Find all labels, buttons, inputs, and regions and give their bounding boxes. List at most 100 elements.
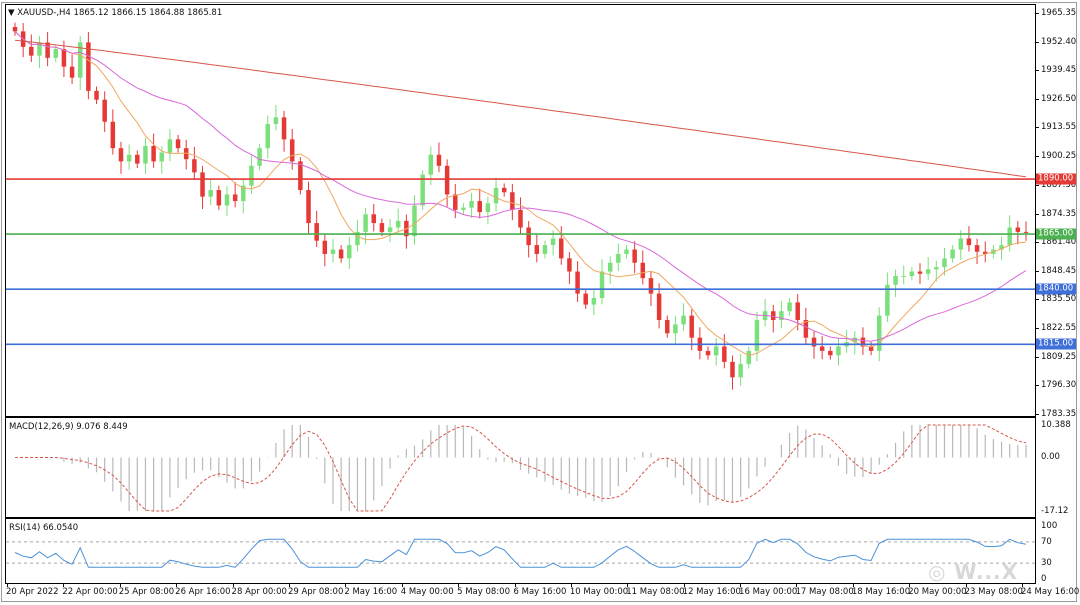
macd-axis-label: 10.388 bbox=[1041, 420, 1071, 430]
candle-body bbox=[94, 90, 99, 100]
candle-body bbox=[29, 46, 34, 56]
price-panel[interactable]: ▼ XAUUSD-,H4 1865.12 1866.15 1864.88 186… bbox=[5, 4, 1036, 417]
candle-body bbox=[322, 240, 328, 254]
time-axis-tick bbox=[7, 583, 8, 587]
candle-body bbox=[885, 284, 890, 316]
price-axis-tick bbox=[1036, 98, 1039, 100]
candle-body bbox=[232, 194, 238, 202]
price-axis-label: 1783.35 bbox=[1041, 409, 1077, 419]
candle-body bbox=[811, 337, 817, 347]
candle-body bbox=[1015, 227, 1021, 232]
time-axis-tick bbox=[909, 583, 911, 587]
candle-body bbox=[681, 315, 686, 325]
candle-body bbox=[876, 315, 882, 351]
candle-body bbox=[526, 227, 531, 246]
price-axis-tick bbox=[1036, 327, 1039, 329]
candle-body bbox=[102, 99, 107, 122]
price-axis-tick bbox=[1036, 127, 1039, 129]
price-axis-label: 1861.40 bbox=[1041, 237, 1077, 248]
dropdown-triangle-icon[interactable]: ▼ bbox=[8, 8, 15, 18]
candle-body bbox=[950, 249, 955, 259]
ma-slow-line bbox=[14, 39, 1027, 178]
candle-body bbox=[795, 302, 800, 321]
candle-body bbox=[412, 205, 417, 237]
watermark-logo: ◎ W...X bbox=[928, 560, 1019, 584]
time-axis-label: 23 May 08:00 bbox=[964, 587, 1023, 597]
candle-body bbox=[510, 192, 515, 210]
candle-body bbox=[110, 121, 116, 149]
candle-body bbox=[216, 190, 222, 206]
candle-body bbox=[175, 139, 181, 149]
candle-body bbox=[836, 346, 841, 356]
macd-chart[interactable] bbox=[6, 418, 1035, 517]
price-axis-tick bbox=[1036, 41, 1039, 43]
candle-body bbox=[550, 238, 556, 246]
candle-body bbox=[224, 194, 230, 206]
candle-body bbox=[314, 223, 319, 241]
time-axis-label: 24 May 16:00 bbox=[1021, 587, 1080, 597]
candle-body bbox=[860, 337, 866, 347]
rsi-chart[interactable] bbox=[6, 519, 1035, 583]
symbol-header: ▼ XAUUSD-,H4 1865.12 1866.15 1864.88 186… bbox=[8, 8, 222, 18]
candle-body bbox=[852, 337, 858, 343]
candle-body bbox=[534, 245, 540, 254]
candle-body bbox=[69, 66, 75, 78]
candle-body bbox=[713, 346, 719, 356]
price-axis-label: 1913.55 bbox=[1041, 122, 1077, 133]
candle-body bbox=[958, 238, 964, 250]
price-chart[interactable] bbox=[6, 5, 1035, 416]
price-axis-label: 1822.55 bbox=[1041, 322, 1077, 333]
candle-body bbox=[143, 145, 148, 164]
time-axis-tick bbox=[401, 583, 403, 587]
time-axis-tick bbox=[796, 583, 798, 587]
candle-body bbox=[665, 320, 670, 334]
candle-body bbox=[118, 148, 124, 162]
candle-body bbox=[771, 311, 776, 321]
candle-body bbox=[746, 350, 752, 365]
candle-body bbox=[901, 275, 906, 277]
time-axis-tick bbox=[1022, 583, 1023, 587]
time-axis-label: 2 May 16:00 bbox=[344, 587, 398, 597]
candle-body bbox=[501, 187, 507, 193]
price-axis-tick bbox=[1036, 414, 1039, 415]
candle-body bbox=[787, 302, 792, 312]
candle-body bbox=[461, 207, 466, 210]
candle-body bbox=[265, 123, 270, 149]
price-axis-label: 1900.25 bbox=[1041, 151, 1077, 162]
price-axis-label: 1874.35 bbox=[1041, 208, 1077, 219]
candle-body bbox=[730, 361, 735, 378]
price-axis-label: 1796.30 bbox=[1041, 380, 1077, 391]
candle-body bbox=[436, 154, 442, 166]
candle-body bbox=[167, 139, 173, 153]
time-axis-label: 18 May 16:00 bbox=[851, 587, 911, 597]
rsi-line bbox=[14, 538, 1027, 568]
candle-body bbox=[379, 223, 385, 232]
price-axis-tick bbox=[1036, 299, 1039, 301]
price-axis-tick bbox=[1036, 242, 1039, 244]
price-axis-label: 1965.35 bbox=[1041, 8, 1077, 18]
candle-body bbox=[281, 117, 287, 140]
candle-body bbox=[306, 190, 311, 224]
candle-body bbox=[518, 209, 523, 228]
candle-body bbox=[12, 26, 18, 32]
time-axis-label: 5 May 08:00 bbox=[457, 587, 510, 597]
candle-body bbox=[126, 154, 132, 162]
time-axis-tick bbox=[288, 583, 290, 587]
candle-body bbox=[722, 346, 727, 362]
macd-axis-label: 0.00 bbox=[1041, 452, 1060, 463]
candle-body bbox=[828, 350, 833, 356]
macd-panel[interactable]: MACD(12,26,9) 9.076 8.449 bbox=[5, 417, 1036, 518]
candle-body bbox=[591, 297, 597, 305]
macd-signal-line bbox=[15, 424, 1027, 512]
candle-body bbox=[754, 320, 760, 351]
time-axis-tick bbox=[514, 583, 516, 587]
rsi-panel[interactable]: RSI(14) 66.0540 bbox=[5, 518, 1036, 584]
level-price-tag: 1840.00 bbox=[1036, 283, 1076, 295]
candle-body bbox=[689, 315, 694, 338]
candle-body bbox=[925, 269, 931, 274]
level-price-tag: 1890.00 bbox=[1036, 173, 1076, 185]
rsi-title: RSI(14) 66.0540 bbox=[9, 523, 79, 533]
candle-body bbox=[371, 214, 376, 224]
